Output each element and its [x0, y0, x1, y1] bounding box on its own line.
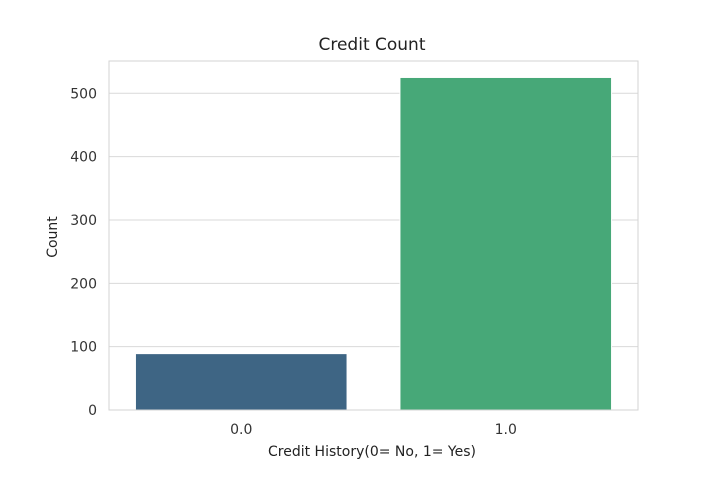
- x-tick-label: 1.0: [495, 422, 517, 438]
- plot-frame: [108, 60, 639, 411]
- x-tick-label: 0.0: [230, 422, 252, 438]
- x-axis-label: Credit History(0= No, 1= Yes): [268, 444, 476, 460]
- y-axis-label: Count: [45, 216, 61, 258]
- y-tick-label: 400: [70, 150, 97, 166]
- chart-title: Credit Count: [318, 35, 425, 55]
- y-tick-label: 500: [70, 86, 97, 102]
- plot-area: 0 100 200 300 400 500 0.0 1.0: [70, 60, 639, 438]
- bar-0.0: [134, 353, 348, 411]
- y-tick-label: 100: [70, 340, 97, 356]
- y-tick-label: 300: [70, 213, 97, 229]
- y-tick-label: 200: [70, 276, 97, 292]
- bar-1.0: [399, 76, 613, 411]
- y-tick-label: 0: [88, 403, 97, 419]
